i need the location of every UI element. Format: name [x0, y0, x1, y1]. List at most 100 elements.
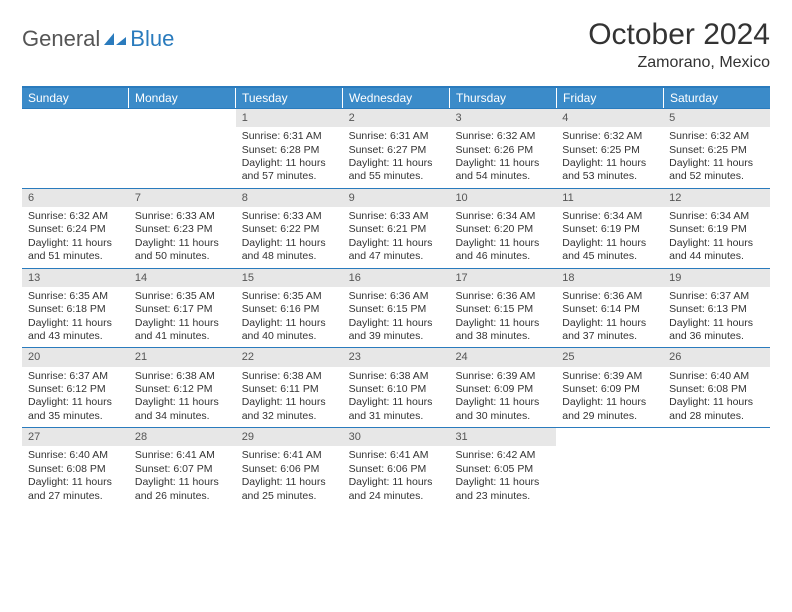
- sunset-line: Sunset: 6:28 PM: [242, 144, 337, 157]
- dow-cell: Friday: [557, 88, 664, 108]
- day-number: 13: [22, 269, 129, 287]
- sunset-line: Sunset: 6:12 PM: [28, 383, 123, 396]
- day-body: Sunrise: 6:40 AMSunset: 6:08 PMDaylight:…: [22, 446, 129, 507]
- day-cell: 19Sunrise: 6:37 AMSunset: 6:13 PMDayligh…: [663, 269, 770, 348]
- sunset-line: Sunset: 6:11 PM: [242, 383, 337, 396]
- day-body: Sunrise: 6:39 AMSunset: 6:09 PMDaylight:…: [556, 367, 663, 428]
- sunset-line: Sunset: 6:12 PM: [135, 383, 230, 396]
- sunset-line: Sunset: 6:26 PM: [455, 144, 550, 157]
- sunrise-line: Sunrise: 6:40 AM: [28, 449, 123, 462]
- location: Zamorano, Mexico: [588, 54, 770, 72]
- daylight-line: Daylight: 11 hours and 34 minutes.: [135, 396, 230, 423]
- day-cell: 4Sunrise: 6:32 AMSunset: 6:25 PMDaylight…: [556, 109, 663, 188]
- day-cell: 12Sunrise: 6:34 AMSunset: 6:19 PMDayligh…: [663, 189, 770, 268]
- sunset-line: Sunset: 6:08 PM: [28, 463, 123, 476]
- sunset-line: Sunset: 6:06 PM: [242, 463, 337, 476]
- day-cell: 2Sunrise: 6:31 AMSunset: 6:27 PMDaylight…: [343, 109, 450, 188]
- day-cell: 30Sunrise: 6:41 AMSunset: 6:06 PMDayligh…: [343, 428, 450, 507]
- day-number: 8: [236, 189, 343, 207]
- day-body: Sunrise: 6:36 AMSunset: 6:15 PMDaylight:…: [449, 287, 556, 348]
- sunset-line: Sunset: 6:06 PM: [349, 463, 444, 476]
- day-number: 20: [22, 348, 129, 366]
- sunrise-line: Sunrise: 6:32 AM: [669, 130, 764, 143]
- daylight-line: Daylight: 11 hours and 35 minutes.: [28, 396, 123, 423]
- day-body: Sunrise: 6:34 AMSunset: 6:19 PMDaylight:…: [556, 207, 663, 268]
- logo-text-general: General: [22, 26, 100, 52]
- logo-text-blue: Blue: [130, 26, 174, 52]
- sunset-line: Sunset: 6:08 PM: [669, 383, 764, 396]
- day-cell: 20 Sunrise: 6:37 AMSunset: 6:12 PMDayligh…: [22, 348, 129, 427]
- daylight-line: Daylight: 11 hours and 28 minutes.: [669, 396, 764, 423]
- sunrise-line: Sunrise: 6:33 AM: [242, 210, 337, 223]
- day-number: 26: [663, 348, 770, 366]
- day-number: 11: [556, 189, 663, 207]
- sunrise-line: Sunrise: 6:35 AM: [135, 290, 230, 303]
- day-body: Sunrise: 6:35 AMSunset: 6:18 PMDaylight:…: [22, 287, 129, 348]
- day-body: Sunrise: 6:41 AMSunset: 6:06 PMDaylight:…: [343, 446, 450, 507]
- day-number: 10: [449, 189, 556, 207]
- sunset-line: Sunset: 6:16 PM: [242, 303, 337, 316]
- daylight-line: Daylight: 11 hours and 52 minutes.: [669, 157, 764, 184]
- sunrise-line: Sunrise: 6:31 AM: [242, 130, 337, 143]
- calendar: SundayMondayTuesdayWednesdayThursdayFrid…: [22, 86, 770, 507]
- day-body: Sunrise: 6:36 AMSunset: 6:14 PMDaylight:…: [556, 287, 663, 348]
- day-number: 5: [663, 109, 770, 127]
- sunset-line: Sunset: 6:21 PM: [349, 223, 444, 236]
- daylight-line: Daylight: 11 hours and 53 minutes.: [562, 157, 657, 184]
- day-cell: 22Sunrise: 6:38 AMSunset: 6:11 PMDayligh…: [236, 348, 343, 427]
- daylight-line: Daylight: 11 hours and 47 minutes.: [349, 237, 444, 264]
- sunset-line: Sunset: 6:05 PM: [455, 463, 550, 476]
- day-body: Sunrise: 6:38 AMSunset: 6:10 PMDaylight:…: [343, 367, 450, 428]
- sunset-line: Sunset: 6:24 PM: [28, 223, 123, 236]
- day-cell: 5 Sunrise: 6:32 AMSunset: 6:25 PMDaylight…: [663, 109, 770, 188]
- day-body: Sunrise: 6:38 AMSunset: 6:12 PMDaylight:…: [129, 367, 236, 428]
- sunrise-line: Sunrise: 6:35 AM: [242, 290, 337, 303]
- day-number: 3: [449, 109, 556, 127]
- day-cell: 25Sunrise: 6:39 AMSunset: 6:09 PMDayligh…: [556, 348, 663, 427]
- sunrise-line: Sunrise: 6:37 AM: [28, 370, 123, 383]
- day-cell: 13Sunrise: 6:35 AMSunset: 6:18 PMDayligh…: [22, 269, 129, 348]
- daylight-line: Daylight: 11 hours and 23 minutes.: [455, 476, 550, 503]
- day-cell: [663, 428, 770, 507]
- sunset-line: Sunset: 6:25 PM: [562, 144, 657, 157]
- sunset-line: Sunset: 6:19 PM: [562, 223, 657, 236]
- sunset-line: Sunset: 6:17 PM: [135, 303, 230, 316]
- sunset-line: Sunset: 6:15 PM: [349, 303, 444, 316]
- day-body: Sunrise: 6:37 AMSunset: 6:13 PMDaylight:…: [663, 287, 770, 348]
- title-block: October 2024 Zamorano, Mexico: [588, 18, 770, 72]
- day-number: 23: [343, 348, 450, 366]
- daylight-line: Daylight: 11 hours and 26 minutes.: [135, 476, 230, 503]
- sunrise-line: Sunrise: 6:41 AM: [135, 449, 230, 462]
- sunset-line: Sunset: 6:13 PM: [669, 303, 764, 316]
- week-row: 20Sunrise: 6:37 AMSunset: 6:12 PMDayligh…: [22, 347, 770, 427]
- day-number: 25: [556, 348, 663, 366]
- day-body: Sunrise: 6:33 AMSunset: 6:23 PMDaylight:…: [129, 207, 236, 268]
- week-row: 13Sunrise: 6:35 AMSunset: 6:18 PMDayligh…: [22, 268, 770, 348]
- dow-cell: Saturday: [664, 88, 770, 108]
- day-cell: 31Sunrise: 6:42 AMSunset: 6:05 PMDayligh…: [449, 428, 556, 507]
- sunrise-line: Sunrise: 6:38 AM: [242, 370, 337, 383]
- daylight-line: Daylight: 11 hours and 30 minutes.: [455, 396, 550, 423]
- sunrise-line: Sunrise: 6:41 AM: [349, 449, 444, 462]
- sunrise-line: Sunrise: 6:41 AM: [242, 449, 337, 462]
- daylight-line: Daylight: 11 hours and 36 minutes.: [669, 317, 764, 344]
- day-number: 9: [343, 189, 450, 207]
- day-number: 18: [556, 269, 663, 287]
- daylight-line: Daylight: 11 hours and 51 minutes.: [28, 237, 123, 264]
- sunset-line: Sunset: 6:25 PM: [669, 144, 764, 157]
- day-cell: 28Sunrise: 6:41 AMSunset: 6:07 PMDayligh…: [129, 428, 236, 507]
- day-body: Sunrise: 6:31 AMSunset: 6:28 PMDaylight:…: [236, 127, 343, 188]
- sunset-line: Sunset: 6:07 PM: [135, 463, 230, 476]
- day-cell: 3Sunrise: 6:32 AMSunset: 6:26 PMDaylight…: [449, 109, 556, 188]
- day-number: 24: [449, 348, 556, 366]
- sunset-line: Sunset: 6:23 PM: [135, 223, 230, 236]
- sunset-line: Sunset: 6:10 PM: [349, 383, 444, 396]
- daylight-line: Daylight: 11 hours and 41 minutes.: [135, 317, 230, 344]
- sunrise-line: Sunrise: 6:32 AM: [562, 130, 657, 143]
- day-number: 31: [449, 428, 556, 446]
- sunrise-line: Sunrise: 6:38 AM: [349, 370, 444, 383]
- sunrise-line: Sunrise: 6:40 AM: [669, 370, 764, 383]
- day-cell: 29Sunrise: 6:41 AMSunset: 6:06 PMDayligh…: [236, 428, 343, 507]
- day-body: Sunrise: 6:34 AMSunset: 6:19 PMDaylight:…: [663, 207, 770, 268]
- sunrise-line: Sunrise: 6:34 AM: [455, 210, 550, 223]
